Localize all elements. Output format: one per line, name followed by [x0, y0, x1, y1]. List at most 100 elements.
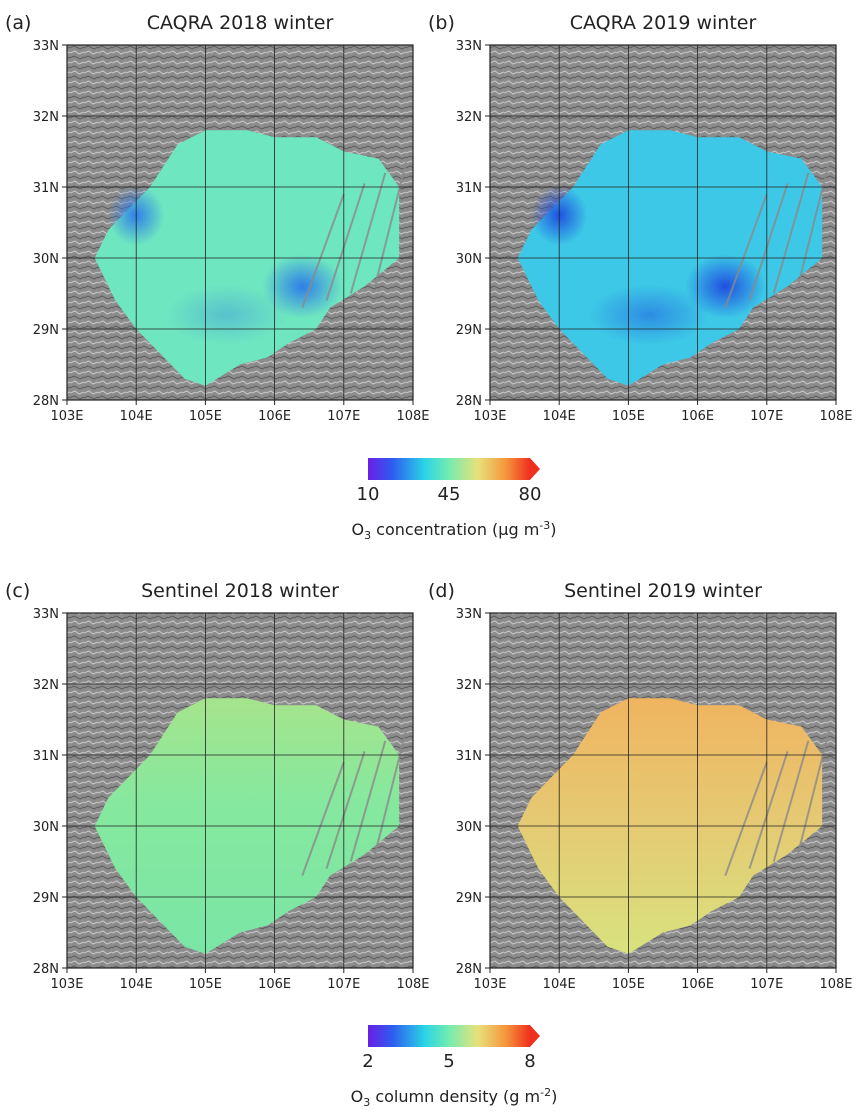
y-tick-label: 28N	[33, 394, 59, 409]
x-tick-label: 106E	[681, 977, 714, 992]
y-tick-label: 30N	[456, 820, 482, 835]
colorbar-label: O3 column density (g m-2)	[351, 1086, 558, 1109]
x-tick-label: 104E	[120, 409, 153, 424]
ridge	[772, 172, 810, 294]
map-panel: 103E 104E 105E 106E 107E 108E 28N 29N 30N 31N 32N 3…	[428, 580, 853, 992]
label-part: 3	[363, 1096, 370, 1109]
ridge	[772, 740, 810, 862]
map-frame	[66, 44, 414, 401]
ridge	[301, 193, 345, 309]
ridge	[325, 183, 366, 301]
map-frame	[489, 612, 837, 969]
ridge	[796, 729, 831, 855]
x-tick-label: 105E	[189, 409, 222, 424]
ridge	[724, 193, 768, 309]
map-frame	[489, 44, 837, 401]
y-tick-label: 28N	[33, 962, 59, 977]
y-tick-label: 31N	[456, 749, 482, 764]
x-tick-label: 106E	[258, 409, 291, 424]
label-part: O	[351, 1087, 364, 1106]
colorbar-gradient	[368, 458, 530, 480]
label-part: )	[550, 520, 556, 539]
x-tick-label: 108E	[396, 409, 429, 424]
x-tick-label: 107E	[327, 409, 360, 424]
y-tick-label: 29N	[33, 891, 59, 906]
ridge	[796, 161, 831, 287]
y-tick-label: 29N	[33, 323, 59, 338]
ridge	[748, 751, 789, 869]
x-tick-label: 108E	[819, 977, 852, 992]
y-tick-label: 32N	[456, 678, 482, 693]
x-tick-label: 103E	[473, 409, 506, 424]
label-part: -3	[539, 519, 550, 532]
label-part: column density (g m	[370, 1087, 540, 1106]
panel-title: Sentinel 2018 winter	[141, 580, 339, 602]
y-tick-label: 31N	[456, 181, 482, 196]
ridge	[373, 161, 408, 287]
x-tick-label: 105E	[189, 977, 222, 992]
panel-label: (b)	[428, 12, 455, 34]
y-tick-label: 30N	[33, 820, 59, 835]
panel-label: (c)	[5, 580, 30, 602]
x-tick-label: 106E	[258, 977, 291, 992]
low-ozone-area	[685, 254, 766, 319]
ridge	[373, 729, 408, 855]
y-tick-label: 33N	[33, 39, 59, 54]
x-tick-label: 104E	[543, 409, 576, 424]
y-tick-label: 29N	[456, 323, 482, 338]
panel-title: CAQRA 2018 winter	[147, 12, 334, 34]
label-part: )	[551, 1087, 557, 1106]
panel-label: (a)	[5, 12, 31, 34]
x-tick-label: 103E	[50, 977, 83, 992]
low-ozone-area	[262, 254, 343, 319]
ridge	[748, 183, 789, 301]
x-tick-label: 105E	[612, 977, 645, 992]
colorbar-tick-label: 2	[362, 1051, 373, 1072]
ridge	[349, 172, 387, 294]
x-tick-label: 105E	[612, 409, 645, 424]
map-panel: 103E 104E 105E 106E 107E 108E 28N 29N 30N 31N 32N 3…	[5, 12, 430, 424]
colorbar-tick-label: 45	[438, 484, 461, 505]
ridge	[724, 761, 768, 877]
x-tick-label: 108E	[819, 409, 852, 424]
y-tick-label: 32N	[33, 678, 59, 693]
y-tick-label: 33N	[456, 607, 482, 622]
y-tick-label: 33N	[456, 39, 482, 54]
panel-label: (d)	[428, 580, 455, 602]
colorbar-gradient	[368, 1025, 530, 1047]
colorbar-tick-label: 10	[357, 484, 380, 505]
x-tick-label: 104E	[543, 977, 576, 992]
ridge	[301, 761, 345, 877]
x-tick-label: 107E	[327, 977, 360, 992]
ridge	[349, 740, 387, 862]
x-tick-label: 104E	[120, 977, 153, 992]
y-tick-label: 30N	[456, 252, 482, 267]
x-tick-label: 103E	[473, 977, 506, 992]
panel-title: Sentinel 2019 winter	[564, 580, 762, 602]
x-tick-label: 108E	[396, 977, 429, 992]
colorbar-tick-label: 5	[443, 1051, 454, 1072]
low-ozone-area	[589, 284, 710, 345]
y-tick-label: 31N	[33, 181, 59, 196]
y-tick-label: 32N	[456, 110, 482, 125]
label-part: O	[351, 520, 364, 539]
y-tick-label: 29N	[456, 891, 482, 906]
y-tick-label: 32N	[33, 110, 59, 125]
panel-title: CAQRA 2019 winter	[570, 12, 757, 34]
colorbar: 2 5 8 O3 column density (g m-2)	[351, 1025, 558, 1109]
x-tick-label: 103E	[50, 409, 83, 424]
map-panel: 103E 104E 105E 106E 107E 108E 28N 29N 30N 31N 32N 3…	[5, 580, 430, 992]
map-frame	[66, 612, 414, 969]
ridge	[325, 751, 366, 869]
colorbar-extension	[530, 1025, 540, 1047]
label-part: -2	[540, 1086, 551, 1099]
label-part: concentration (μg m	[371, 520, 539, 539]
label-part: 3	[364, 529, 371, 542]
colorbar-tick-label: 8	[524, 1051, 535, 1072]
colorbar-extension	[530, 458, 540, 480]
y-tick-label: 30N	[33, 252, 59, 267]
low-ozone-area	[166, 284, 287, 345]
x-tick-label: 107E	[750, 977, 783, 992]
y-tick-label: 28N	[456, 962, 482, 977]
